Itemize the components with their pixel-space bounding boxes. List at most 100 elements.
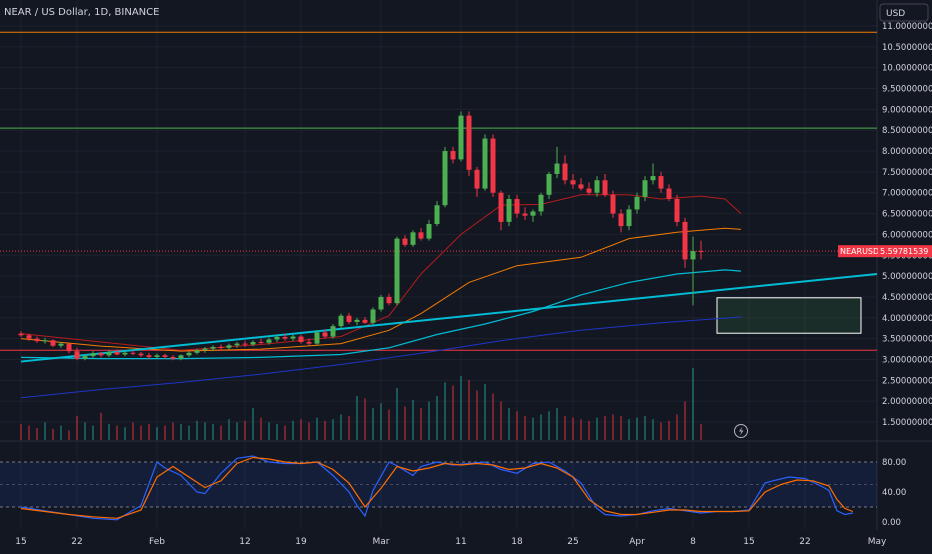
candle-body — [130, 352, 136, 354]
candle-body — [322, 332, 328, 337]
price-tick-label: 3.50000000 — [882, 335, 932, 345]
candle-body — [538, 194, 544, 212]
volume-bar — [580, 419, 582, 440]
candle-body — [210, 346, 216, 349]
moving-average-line — [20, 227, 742, 352]
volume-bar — [76, 416, 78, 440]
candle-body — [690, 251, 696, 260]
time-tick-label: May — [868, 537, 887, 547]
time-tick-label: 12 — [239, 537, 250, 547]
replay-lightning-icon[interactable] — [734, 424, 748, 438]
candle-body — [202, 348, 208, 351]
currency-button[interactable]: USD — [879, 3, 929, 22]
candle-body — [578, 184, 584, 189]
moving-average-line — [20, 316, 742, 399]
candle-body — [586, 188, 592, 193]
volume-bar — [228, 419, 230, 440]
candle-body — [274, 336, 280, 340]
volume-bar — [396, 388, 398, 440]
volume-bar — [196, 420, 198, 440]
candle-body — [474, 169, 480, 189]
time-tick-label: Feb — [149, 537, 165, 547]
volume-bar — [300, 419, 302, 440]
candle-body — [554, 163, 560, 174]
price-tick-label: 6.00000000 — [882, 230, 932, 240]
volume-bar — [308, 422, 310, 440]
volume-bar — [588, 420, 590, 440]
volume-bars — [20, 368, 702, 440]
volume-bar — [20, 424, 22, 440]
volume-bar — [244, 420, 246, 440]
volume-bar — [100, 412, 102, 440]
volume-bar — [156, 427, 158, 440]
candle-body — [522, 213, 528, 216]
candle-body — [658, 176, 664, 189]
candle-body — [682, 221, 688, 260]
candle-body — [178, 355, 184, 359]
time-axis: 15 22 Feb 12 19 Mar 11 18 25 Apr 8 15 22 May — [15, 537, 887, 547]
horizontal-levels — [0, 31, 877, 351]
volume-bar — [132, 422, 134, 440]
volume-bar — [60, 425, 62, 440]
candle-body — [90, 353, 96, 357]
candle-body — [146, 355, 152, 357]
volume-bar — [420, 408, 422, 440]
volume-bar — [684, 401, 686, 440]
price-tick-label: 8.50000000 — [882, 126, 932, 136]
volume-bar — [340, 414, 342, 440]
volume-bar — [572, 417, 574, 440]
candle-body — [74, 351, 80, 359]
volume-bar — [508, 408, 510, 440]
candle-body — [314, 332, 320, 344]
volume-bar — [52, 428, 54, 440]
volume-bar — [28, 425, 30, 440]
candle-body — [514, 198, 520, 214]
volume-bar — [700, 424, 702, 440]
price-tick-label: 2.50000000 — [882, 376, 932, 386]
candle-body — [570, 180, 576, 185]
volume-bar — [236, 422, 238, 440]
candle-body — [354, 319, 360, 322]
price-tick-label: 3.00000000 — [882, 355, 932, 365]
candle-body — [34, 338, 40, 342]
volume-bar — [540, 414, 542, 440]
candle-body — [122, 352, 128, 355]
volume-bar — [252, 408, 254, 440]
trendline — [20, 273, 878, 363]
candle-body — [698, 251, 704, 253]
candle-body — [362, 319, 368, 323]
price-tick-label: 2.00000000 — [882, 397, 932, 407]
price-tag-value: 5.59781539 — [880, 247, 928, 256]
candle-body — [410, 232, 416, 245]
time-tick-label: 15 — [15, 537, 26, 547]
currency-label: USD — [886, 9, 905, 19]
volume-bar — [316, 417, 318, 440]
volume-bar — [596, 417, 598, 440]
candle-body — [306, 341, 312, 344]
volume-bar — [268, 422, 270, 440]
time-tick-label: 8 — [690, 537, 696, 547]
candle-body — [258, 341, 264, 343]
time-tick-label: 11 — [455, 537, 466, 547]
volume-bar — [276, 424, 278, 440]
volume-bar — [604, 416, 606, 440]
volume-bar — [468, 380, 470, 440]
candle-body — [330, 326, 336, 337]
volume-bar — [676, 414, 678, 440]
volume-bar — [636, 417, 638, 440]
volume-bar — [108, 424, 110, 440]
volume-bar — [444, 382, 446, 440]
volume-bar — [524, 416, 526, 440]
time-tick-label: 15 — [743, 537, 754, 547]
stoch-tick-label: 40.00 — [882, 488, 906, 498]
candle-body — [602, 180, 608, 195]
candle-body — [562, 163, 568, 181]
candle-body — [234, 343, 240, 346]
stochastic-pane: 80.00 40.00 0.00 — [0, 455, 906, 528]
candle-body — [170, 356, 176, 359]
candle-body — [290, 336, 296, 339]
volume-bar — [356, 396, 358, 440]
candle-body — [114, 351, 120, 355]
volume-bar — [412, 400, 414, 440]
time-tick-label: 22 — [71, 537, 82, 547]
